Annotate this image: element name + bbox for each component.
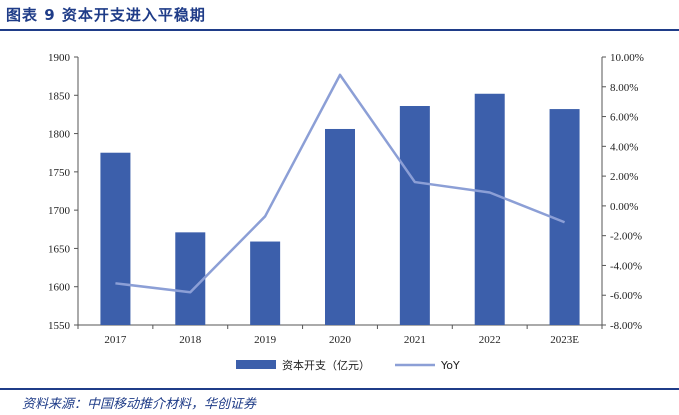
x-tick-label: 2017 bbox=[104, 334, 127, 346]
right-tick-label: -2.00% bbox=[610, 231, 642, 243]
left-tick-label: 1800 bbox=[48, 129, 71, 141]
x-tick-label: 2021 bbox=[404, 334, 426, 346]
right-tick-label: 4.00% bbox=[610, 141, 638, 153]
capex-chart: 1550 1600 1650 1700 1750 1800 1850 1900 -8.00% -6… bbox=[48, 52, 644, 372]
capex-bar bbox=[100, 152, 131, 325]
right-tick-label: 2.00% bbox=[610, 171, 638, 183]
right-tick-label: 8.00% bbox=[610, 82, 638, 94]
capex-bar bbox=[175, 232, 206, 325]
left-tick-label: 1650 bbox=[48, 243, 71, 255]
x-tick-label: 2023E bbox=[550, 334, 579, 346]
title-divider bbox=[0, 29, 679, 31]
right-tick-label: 10.00% bbox=[610, 52, 644, 64]
left-tick-label: 1550 bbox=[48, 320, 71, 332]
x-tick-label: 2020 bbox=[329, 334, 352, 346]
legend-bar-label: 资本开支（亿元） bbox=[282, 358, 370, 372]
capex-bar bbox=[399, 106, 430, 326]
right-tick-label: 0.00% bbox=[610, 201, 638, 213]
right-tick-label: -6.00% bbox=[610, 290, 642, 302]
source-divider bbox=[0, 388, 679, 390]
x-tick-label: 2019 bbox=[254, 334, 277, 346]
left-tick-label: 1700 bbox=[48, 205, 71, 217]
left-tick-label: 1600 bbox=[48, 282, 71, 294]
legend-line-label: YoY bbox=[440, 359, 460, 372]
legend-bar-swatch bbox=[236, 360, 276, 369]
x-tick-label: 2018 bbox=[179, 334, 202, 346]
capex-bar bbox=[250, 241, 281, 325]
right-tick-label: -4.00% bbox=[610, 260, 642, 272]
capex-bar bbox=[474, 93, 505, 325]
capex-bar bbox=[325, 128, 355, 325]
left-tick-label: 1900 bbox=[48, 52, 71, 64]
x-tick-label: 2022 bbox=[479, 334, 501, 346]
right-tick-label: 6.00% bbox=[610, 112, 638, 124]
right-tick-label: -8.00% bbox=[610, 320, 642, 332]
source-note: 资料来源：中国移动推介材料，华创证券 bbox=[22, 397, 257, 412]
left-tick-label: 1750 bbox=[48, 167, 71, 179]
figure-title: 图表 9 资本开支进入平稳期 bbox=[6, 6, 206, 24]
left-tick-label: 1850 bbox=[48, 90, 71, 102]
yoy-line bbox=[115, 73, 566, 294]
